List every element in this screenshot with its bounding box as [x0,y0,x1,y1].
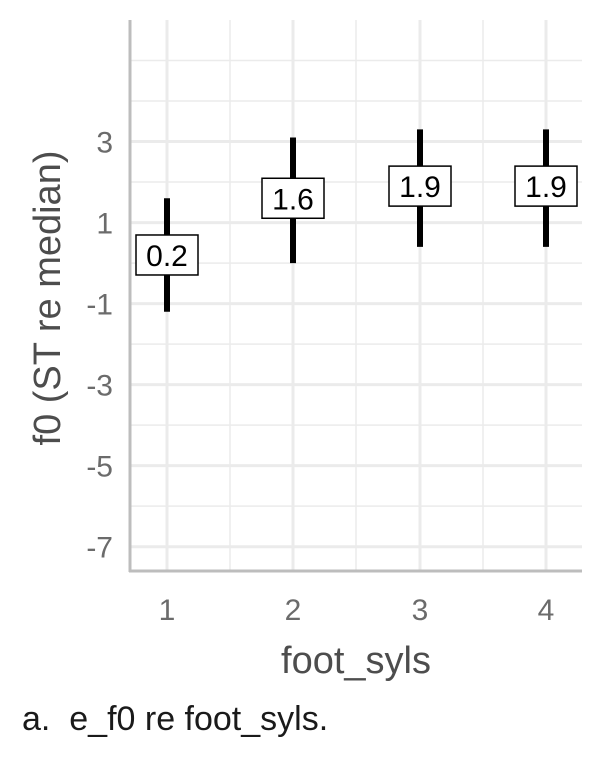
data-label-box [388,165,452,207]
data-label-text: 1.9 [525,171,567,204]
y-tick-label: -5 [86,451,113,484]
x-axis-title: foot_syls [281,640,431,682]
x-tick-label: 2 [285,594,302,627]
y-tick-label: -3 [86,370,113,403]
data-label-box [514,165,578,207]
y-tick-label: -1 [86,289,113,322]
data-label: 1.9 [388,165,452,207]
y-tick-label: 3 [96,127,113,160]
data-label: 1.6 [261,177,325,220]
data-label-box [261,177,325,220]
data-label-text: 1.6 [272,183,314,216]
axes [128,20,582,573]
figure-caption: a. e_f0 re foot_syls. [22,700,329,738]
data-labels: 0.2 1.6 1.9 1.9 [135,165,578,276]
grid [130,20,582,571]
chart: 3 1 -1 -3 -5 -7 1 2 3 4 0.2 1.6 1.9 1.9 foot_syls f… [27,20,582,682]
x-tick-label: 3 [412,594,429,627]
x-tick-labels: 1 2 3 4 [159,594,555,627]
x-tick-label: 1 [159,594,176,627]
y-tick-label: -7 [86,532,113,565]
data-label: 1.9 [514,165,578,207]
y-tick-labels: 3 1 -1 -3 -5 -7 [86,127,113,565]
y-axis-title: f0 (ST re median) [27,151,69,446]
data-label: 0.2 [135,234,199,276]
x-tick-label: 4 [538,594,555,627]
y-tick-label: 1 [96,208,113,241]
data-label-text: 0.2 [146,240,188,273]
data-label-box [135,234,199,276]
data-label-text: 1.9 [399,171,441,204]
